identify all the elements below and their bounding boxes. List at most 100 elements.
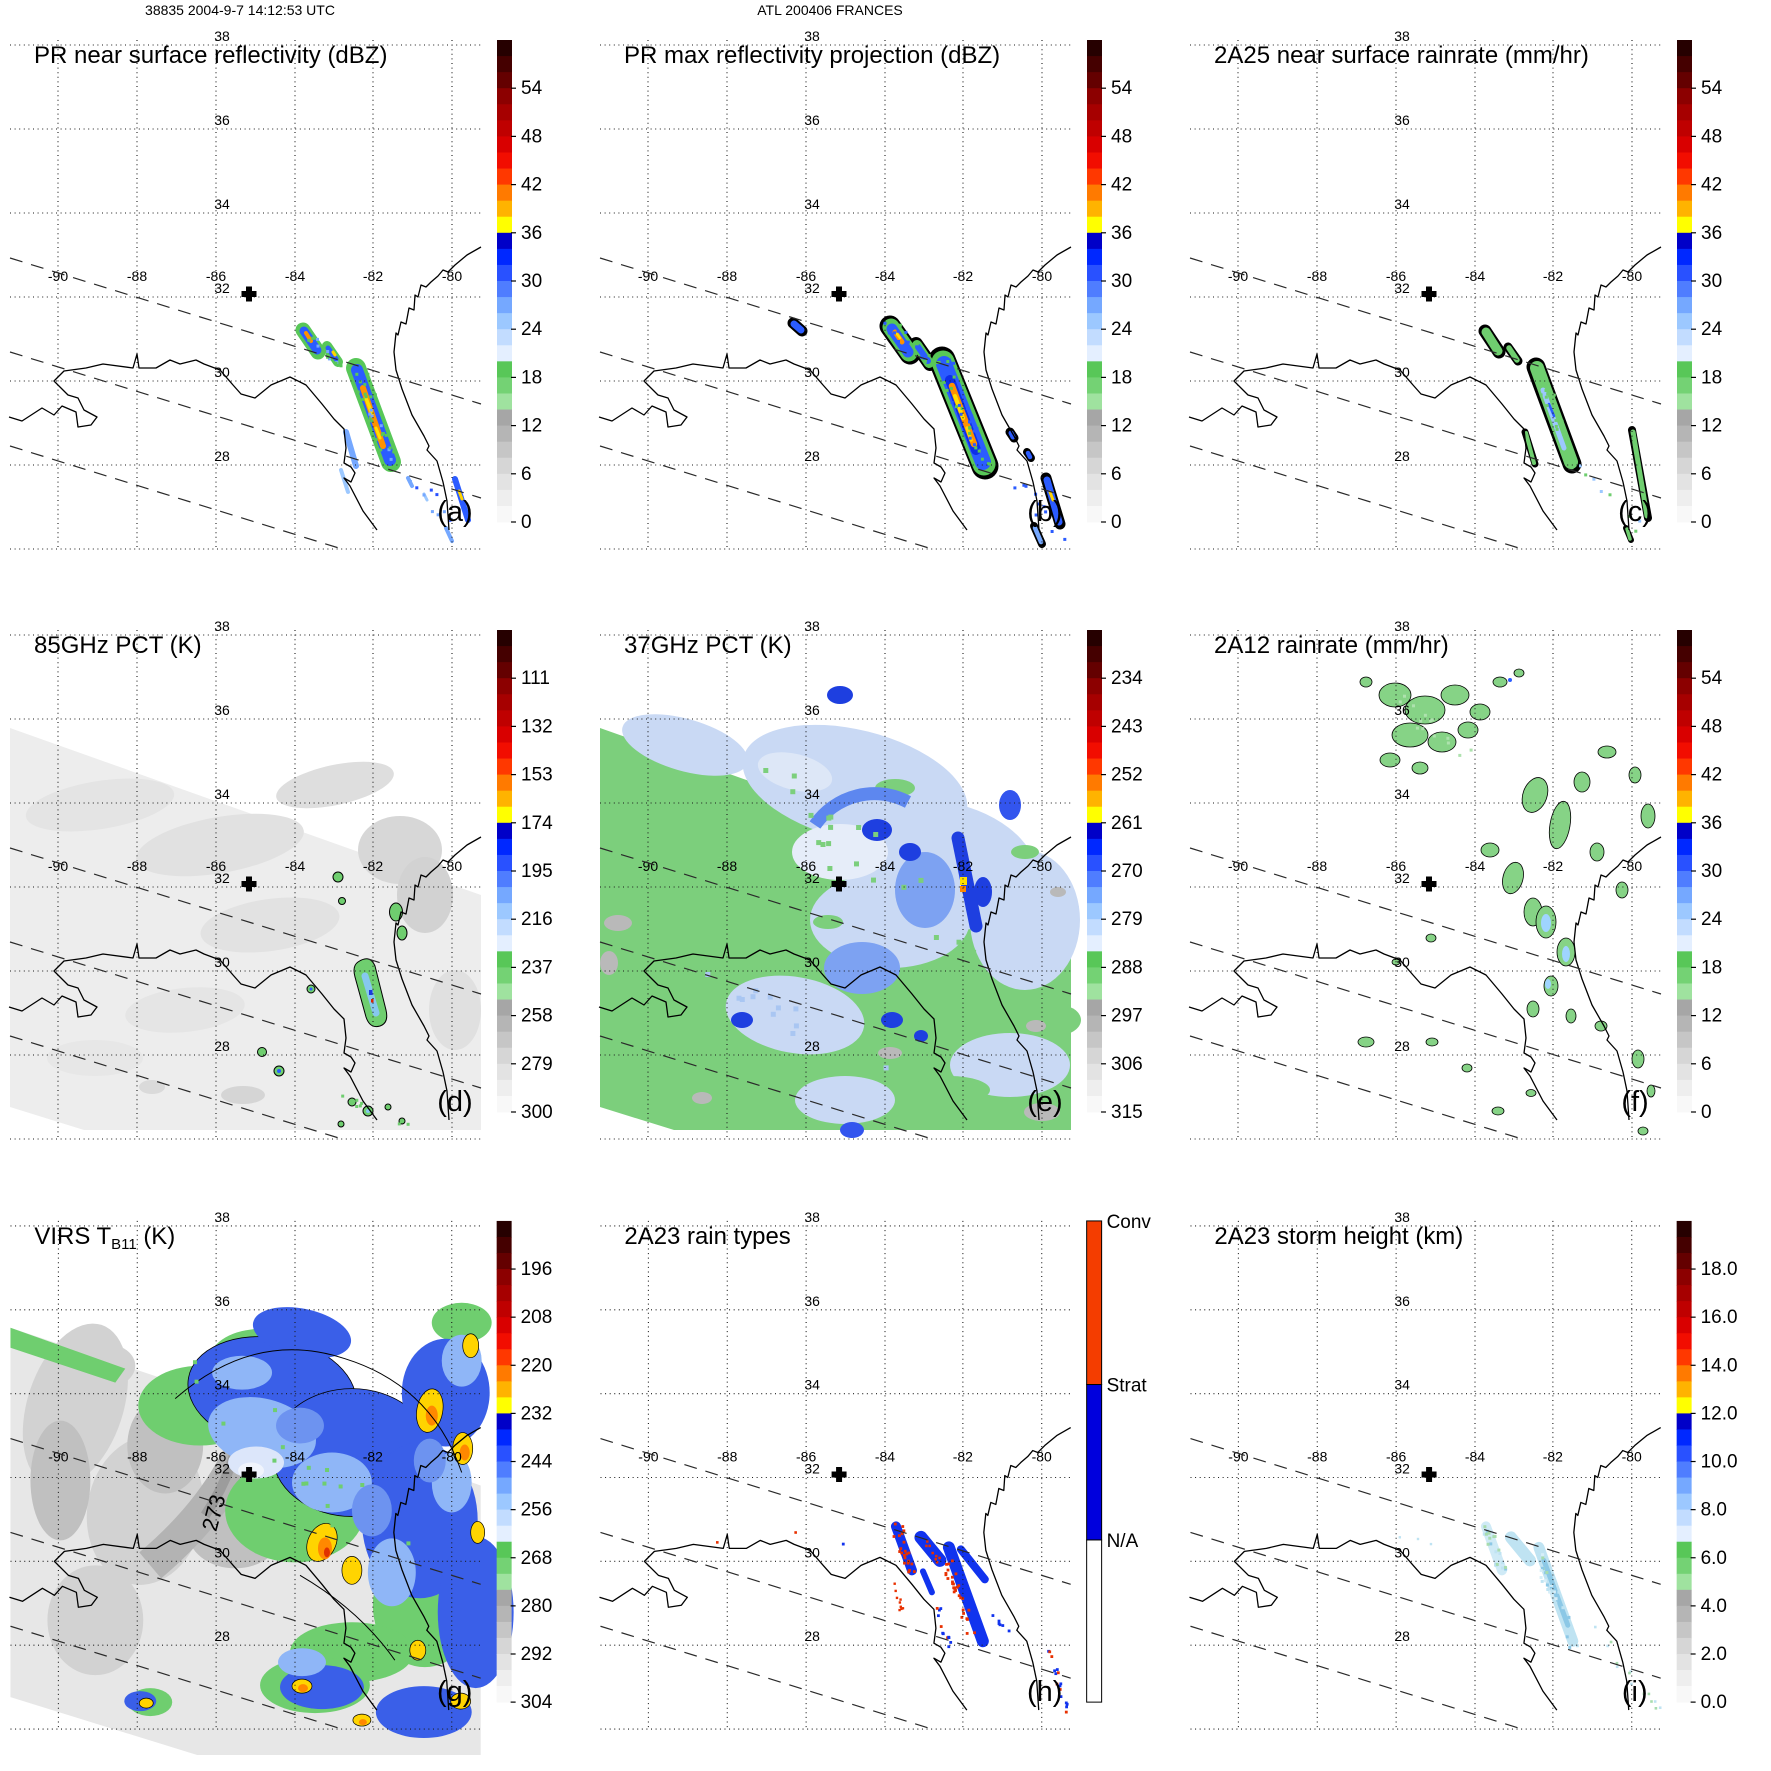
lat-label: 36 [1394, 1293, 1410, 1309]
colorbar-tick-label: 48 [1701, 126, 1722, 147]
colorbar: 54 48 42 36 30 24 18 12 6 0 [1677, 40, 1723, 533]
colorbar: 54 48 42 36 30 24 18 12 6 0 [1087, 40, 1133, 533]
panel-title: 37GHz PCT (K) [624, 632, 792, 659]
map-canvas: -90-88-86-84-82-8038363432302818.016.014… [1188, 1209, 1738, 1730]
lat-label: 32 [804, 280, 820, 296]
lat-label: 38 [214, 1209, 230, 1225]
colorbar-tick-label: 196 [521, 1259, 553, 1280]
storm-center-marker [1422, 1467, 1437, 1482]
lat-label: 28 [804, 1628, 820, 1644]
data-speckle-cluster [307, 336, 343, 368]
panel-b: -90-88-86-84-82-803836343230285448423630… [590, 0, 1180, 591]
colorbar-tick-label: 6 [1111, 464, 1122, 485]
colorbar-tick-label: 24 [521, 319, 543, 340]
colorbar-tick-label: 297 [1111, 1006, 1143, 1027]
colorbar-tick-label: 232 [521, 1403, 553, 1424]
lat-label: 38 [804, 1209, 820, 1225]
colorbar-tick-label: 14.0 [1701, 1355, 1738, 1376]
colorbar-tick-label: 252 [1111, 765, 1143, 786]
lon-label: -82 [363, 268, 383, 284]
colorbar-tick-label: 132 [521, 716, 553, 737]
colorbar-tick-label: 0 [1701, 512, 1712, 533]
lat-label: 36 [1394, 702, 1410, 718]
lat-label: 36 [804, 702, 820, 718]
lat-label: 36 [1394, 112, 1410, 128]
colorbar-tick-label: 24 [1111, 319, 1133, 340]
lon-label: -90 [1228, 268, 1248, 284]
coastline [8, 246, 482, 531]
data-speckle-cluster [1579, 464, 1642, 533]
colorbar-tick-label: 54 [1111, 78, 1133, 99]
colorbar-tick-label: N/A [1107, 1531, 1139, 1552]
storm-center-marker [1422, 287, 1437, 302]
lat-label: 38 [804, 28, 820, 44]
panel-a: -90-88-86-84-82-803836343230285448423630… [0, 0, 590, 591]
lon-label: -84 [875, 268, 895, 284]
colorbar-tick-label: 243 [1111, 716, 1143, 737]
lat-label: 34 [804, 786, 820, 802]
lon-label: -84 [285, 1449, 305, 1465]
colorbar-tick-label: 304 [521, 1692, 553, 1713]
colorbar-tick-label: 30 [1111, 271, 1132, 292]
lat-label: 34 [804, 1377, 820, 1393]
colorbar-tick-label: 270 [1111, 861, 1143, 882]
lon-label: -86 [206, 1449, 226, 1465]
lat-label: 28 [1394, 1038, 1410, 1054]
map-canvas: -90-88-86-84-82-80383634323028ConvStratN… [598, 1209, 1151, 1730]
colorbar-tick-label: 6 [1701, 1054, 1712, 1075]
panel-title: 2A12 rainrate (mm/hr) [1214, 632, 1449, 659]
colorbar: 54 48 42 36 30 24 18 12 6 0 [497, 40, 543, 533]
lat-label: 34 [214, 196, 230, 212]
colorbar-tick-label: 30 [521, 271, 542, 292]
lon-label: -82 [363, 858, 383, 874]
colorbar-tick-label: 12 [1701, 416, 1722, 437]
lat-label: 32 [214, 870, 230, 886]
data-speckle-cluster [944, 1559, 976, 1635]
data-speckle-cluster [1398, 694, 1473, 757]
colorbar-tick-label: 288 [1111, 957, 1143, 978]
colorbar-tick-label: 195 [521, 861, 553, 882]
colorbar-tick-label: 16.0 [1701, 1307, 1738, 1328]
lat-label: 28 [214, 1628, 230, 1644]
colorbar-tick-label: 237 [521, 957, 553, 978]
orbit-timestamp-header: 38835 2004-9-7 14:12:53 UTC [145, 2, 335, 18]
lat-label: 32 [214, 280, 230, 296]
lat-label: 34 [214, 1377, 230, 1393]
colorbar-tick-label: 279 [521, 1054, 553, 1075]
lat-label: 34 [1394, 786, 1410, 802]
storm-center-marker [1422, 877, 1437, 892]
data-speckle-cluster [192, 1360, 411, 1546]
lat-label: 28 [1394, 448, 1410, 464]
lon-label: -86 [206, 268, 226, 284]
lon-label: -90 [638, 858, 658, 874]
colorbar-tick-label: 2.0 [1701, 1644, 1727, 1665]
coastline [1188, 836, 1662, 1121]
lon-label: -82 [363, 1449, 383, 1465]
coastline [1188, 1426, 1662, 1711]
lat-label: 32 [1394, 870, 1410, 886]
colorbar-tick-label: 208 [521, 1307, 553, 1328]
data-speckle-cluster [1398, 1536, 1433, 1546]
lat-label: 32 [804, 870, 820, 886]
colorbar-segment [1086, 1539, 1103, 1703]
colorbar-tick-label: 48 [1111, 126, 1132, 147]
panel-letter: (d) [437, 1086, 472, 1118]
colorbar-tick-label: 18 [1111, 367, 1132, 388]
coastline [598, 1426, 1072, 1711]
colorbar-tick-label: 12 [1701, 1006, 1722, 1027]
colorbar-tick-label: 18 [1701, 367, 1722, 388]
data-speckle-cluster [1047, 1649, 1069, 1714]
lon-label: -90 [638, 1449, 658, 1465]
colorbar-tick-label: 54 [1701, 78, 1723, 99]
panel-letter: (f) [1621, 1086, 1648, 1118]
lat-label: 32 [214, 1461, 230, 1477]
map-canvas: -90-88-86-84-82-803836343230282342432522… [590, 618, 1143, 1181]
panel-letter: (h) [1027, 1676, 1062, 1708]
colorbar-tick-label: 0 [1701, 1102, 1712, 1123]
map-canvas: -90-88-86-84-82-803836343230285448423630… [598, 28, 1133, 591]
storm-name-header: ATL 200406 FRANCES [757, 2, 903, 18]
lon-label: -90 [1228, 1449, 1248, 1465]
colorbar-tick-label: 300 [521, 1102, 553, 1123]
lat-label: 28 [214, 1038, 230, 1054]
colorbar-tick-label: 6 [1701, 464, 1712, 485]
